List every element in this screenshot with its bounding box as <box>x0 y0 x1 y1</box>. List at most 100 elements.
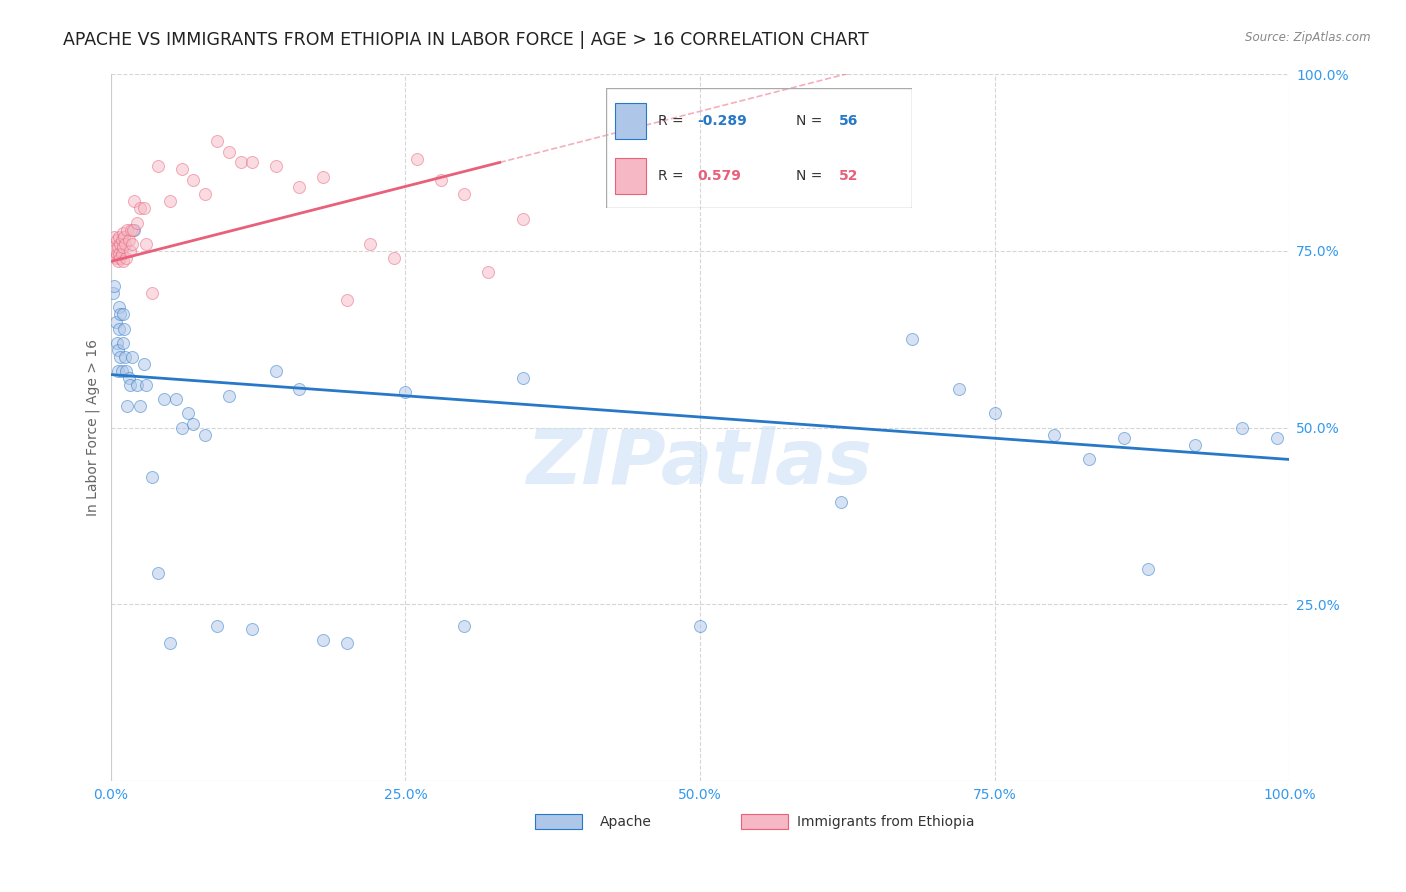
Point <box>194 187 217 202</box>
Point <box>1267 431 1289 445</box>
Point <box>111 226 134 240</box>
Point <box>948 382 970 396</box>
Point <box>312 169 335 184</box>
Point <box>105 233 128 247</box>
Point <box>336 636 359 650</box>
Text: Source: ZipAtlas.com: Source: ZipAtlas.com <box>1246 31 1371 45</box>
Point <box>1077 452 1099 467</box>
Text: Apache: Apache <box>600 814 652 829</box>
Point <box>124 194 146 209</box>
Point <box>218 389 240 403</box>
Point <box>105 247 128 261</box>
Point <box>336 293 359 308</box>
Point <box>125 378 148 392</box>
Point <box>135 236 157 251</box>
Point <box>115 364 138 378</box>
Point <box>110 251 132 265</box>
Point <box>114 350 136 364</box>
Point <box>132 202 155 216</box>
Point <box>153 392 176 407</box>
Point <box>170 162 193 177</box>
Point <box>129 202 152 216</box>
Point <box>117 222 139 236</box>
Point <box>183 417 205 431</box>
Point <box>108 321 131 335</box>
Point <box>165 392 187 407</box>
Point <box>512 212 534 227</box>
Point <box>1042 427 1064 442</box>
Point <box>312 632 335 647</box>
Text: Immigrants from Ethiopia: Immigrants from Ethiopia <box>797 814 974 829</box>
Point <box>111 254 134 268</box>
Point <box>110 364 132 378</box>
Point <box>115 251 138 265</box>
Point <box>111 308 134 322</box>
Point <box>146 159 169 173</box>
Point <box>512 371 534 385</box>
Point <box>1184 438 1206 452</box>
Point <box>103 279 125 293</box>
Point <box>205 618 228 632</box>
Point <box>107 240 129 254</box>
Point <box>141 286 163 301</box>
Point <box>111 335 134 350</box>
Point <box>453 618 475 632</box>
Point <box>114 236 136 251</box>
Text: ZIPatlas: ZIPatlas <box>527 426 873 500</box>
Point <box>176 407 198 421</box>
Y-axis label: In Labor Force | Age > 16: In Labor Force | Age > 16 <box>86 339 100 516</box>
Point <box>124 222 146 236</box>
Point <box>107 343 129 357</box>
Point <box>159 194 181 209</box>
Point <box>430 173 453 187</box>
Point <box>205 134 228 148</box>
Point <box>117 233 139 247</box>
Text: APACHE VS IMMIGRANTS FROM ETHIOPIA IN LABOR FORCE | AGE > 16 CORRELATION CHART: APACHE VS IMMIGRANTS FROM ETHIOPIA IN LA… <box>63 31 869 49</box>
Point <box>146 566 169 580</box>
Point <box>983 407 1005 421</box>
Point <box>240 622 263 636</box>
Point <box>240 155 263 169</box>
Point <box>477 265 499 279</box>
Point <box>141 470 163 484</box>
Point <box>129 400 152 414</box>
Bar <box>741 814 789 830</box>
Point <box>288 180 311 194</box>
Point <box>107 254 129 268</box>
Point <box>105 335 128 350</box>
Point <box>110 236 132 251</box>
Point <box>111 240 134 254</box>
Point <box>135 378 157 392</box>
Point <box>101 240 124 254</box>
Point <box>132 357 155 371</box>
Point <box>359 236 381 251</box>
Point <box>108 247 131 261</box>
Point <box>103 244 125 258</box>
Point <box>103 229 125 244</box>
Point <box>170 420 193 434</box>
Point <box>112 321 135 335</box>
Point <box>406 152 429 166</box>
Point <box>117 371 139 385</box>
Point <box>120 222 142 236</box>
Point <box>104 251 127 265</box>
Point <box>194 427 217 442</box>
Point <box>264 364 287 378</box>
Point <box>121 350 143 364</box>
Point <box>183 173 205 187</box>
Point <box>382 251 405 265</box>
Point <box>110 350 132 364</box>
Point <box>117 400 139 414</box>
Point <box>1136 562 1159 576</box>
Point <box>1230 420 1253 434</box>
Point <box>159 636 181 650</box>
Point <box>830 495 852 509</box>
Point <box>103 286 125 301</box>
Point <box>394 385 416 400</box>
Point <box>107 364 129 378</box>
Point <box>108 229 131 244</box>
Point <box>453 187 475 202</box>
Point <box>229 155 252 169</box>
Point <box>122 222 145 236</box>
Point <box>118 244 141 258</box>
